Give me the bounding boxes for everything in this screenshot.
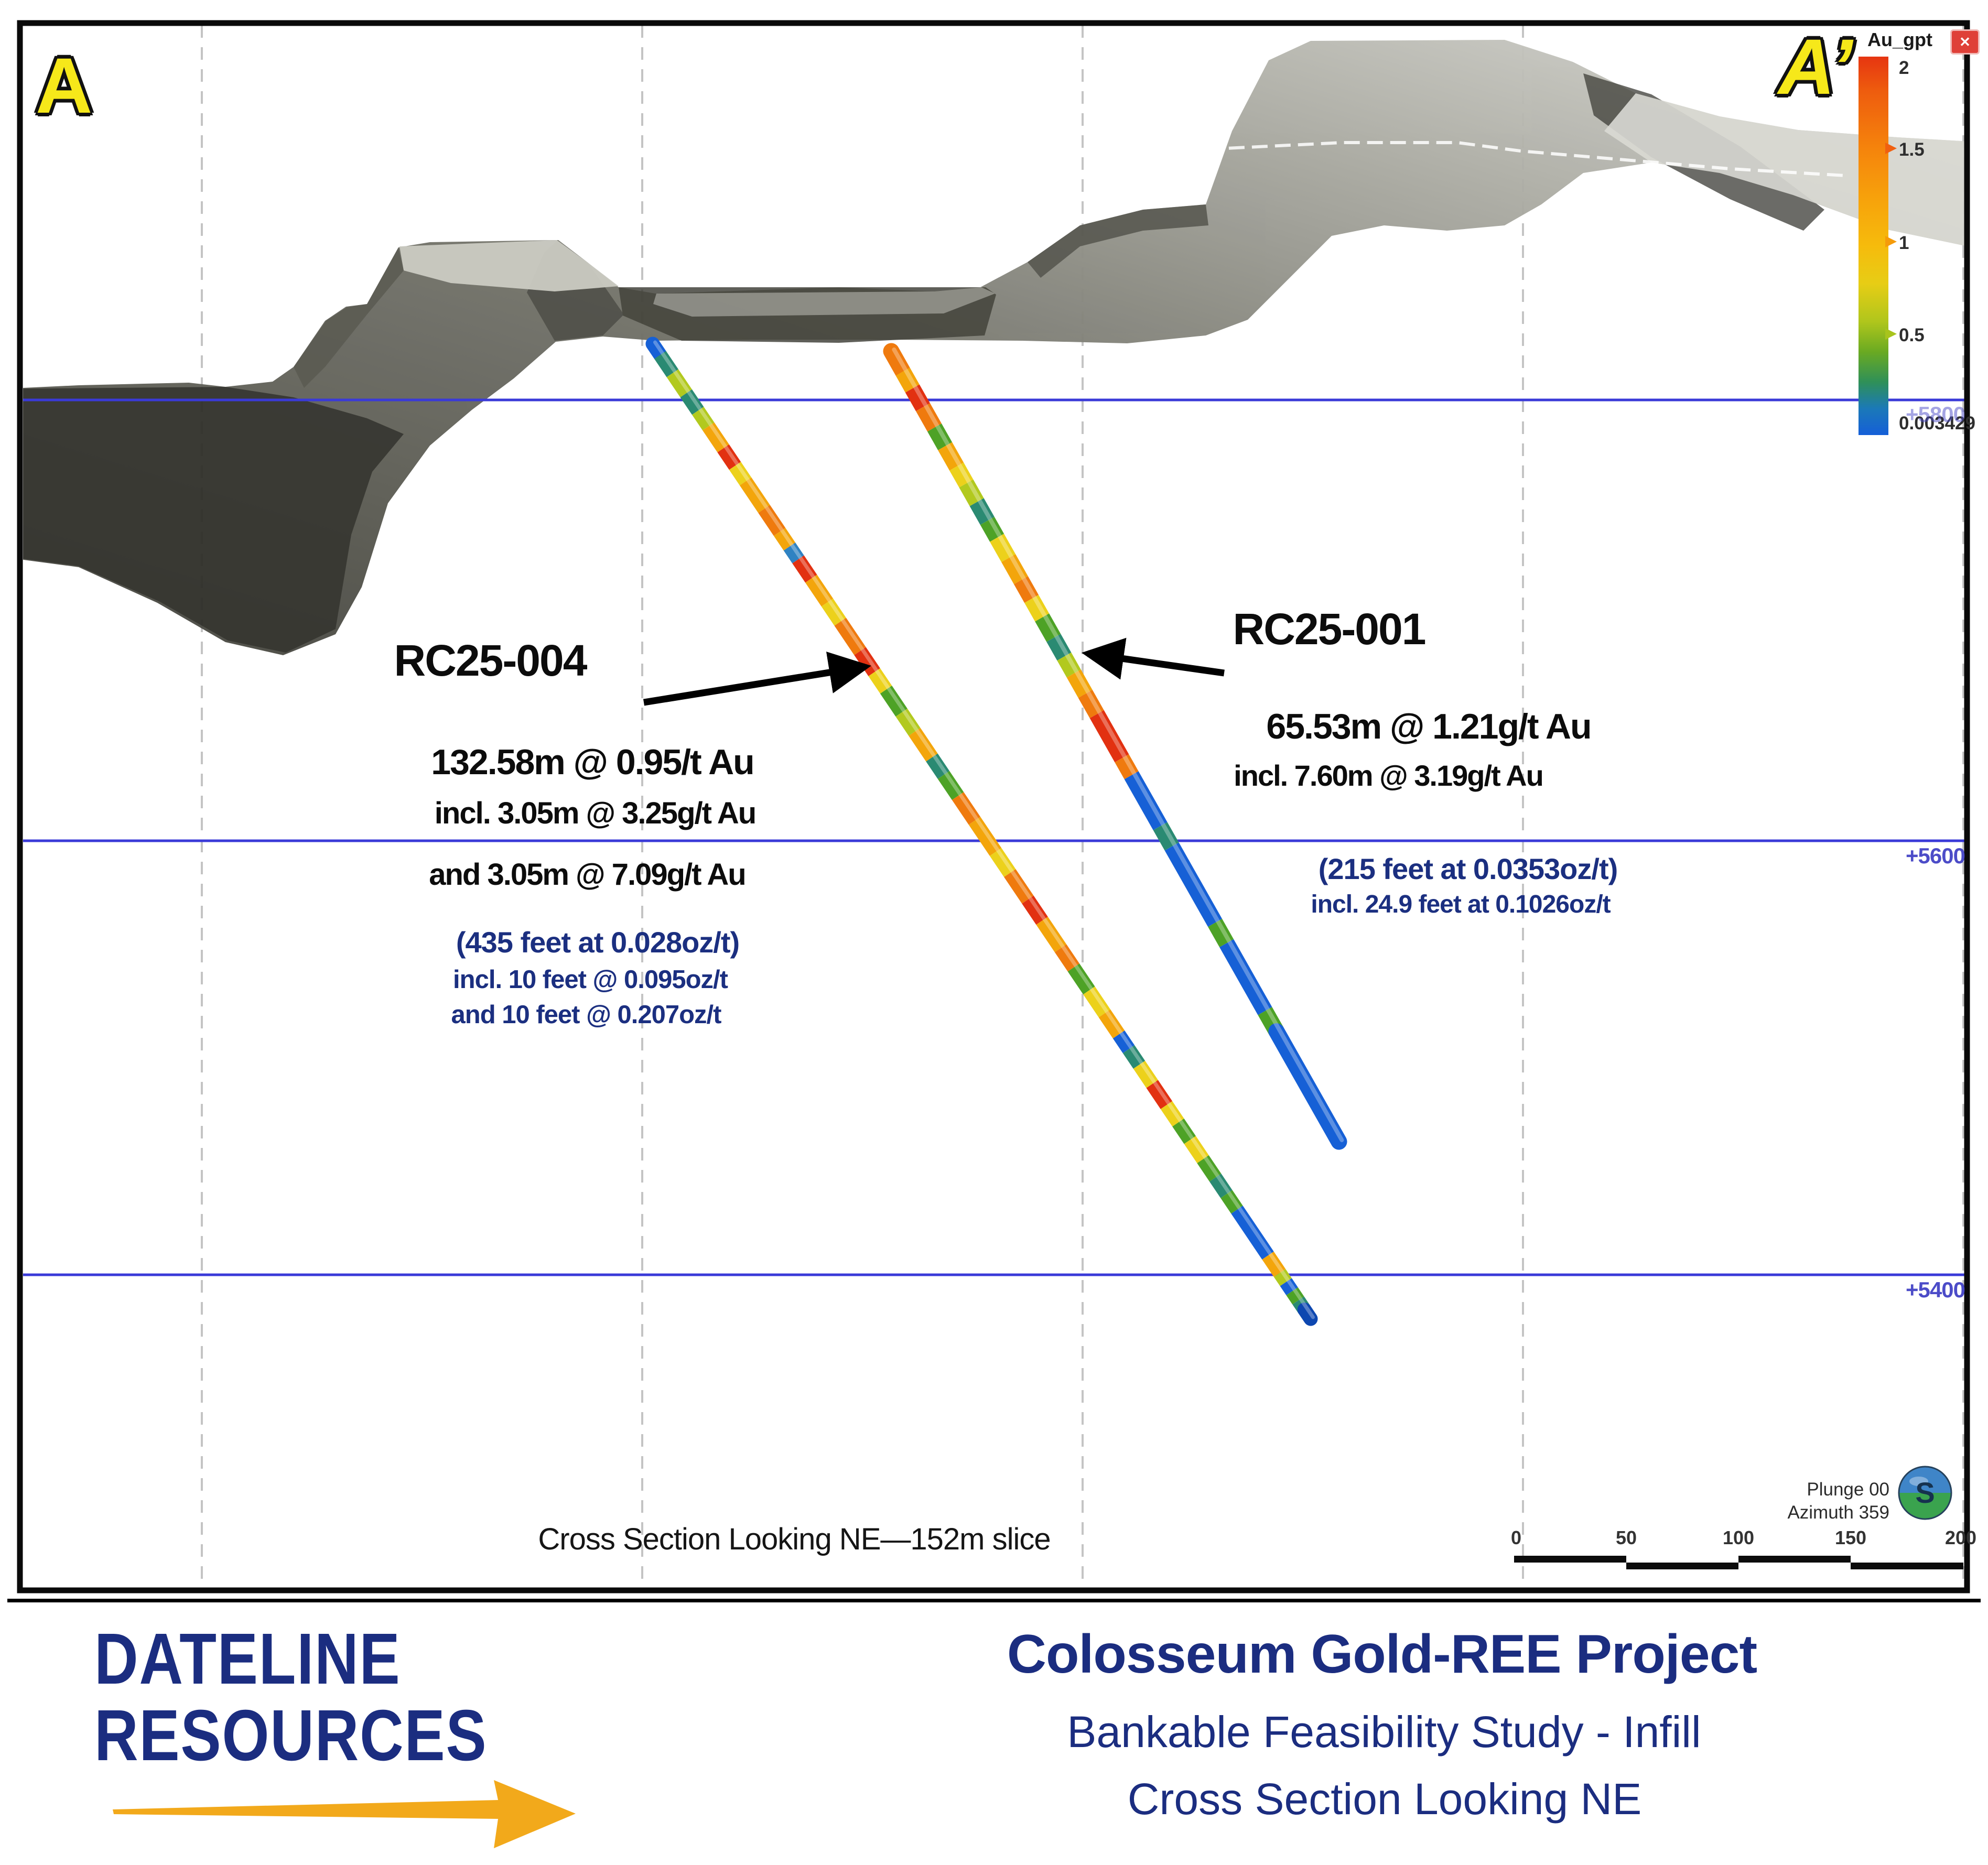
legend-tick-0-5: 0.5 <box>1899 325 1925 345</box>
map-frame <box>17 20 1970 1593</box>
rc25-001-assay-line2: incl. 7.60m @ 3.19g/t Au <box>1234 759 1544 792</box>
legend-tick-marker-1 <box>1885 236 1897 247</box>
logo-resources: RESOURCES <box>94 1695 488 1776</box>
azimuth-readout: Azimuth 359 <box>1787 1502 1889 1523</box>
drillhole-rc25-001-trace[interactable] <box>883 343 1347 1150</box>
scalebar-tick-0: 0 <box>1510 1527 1522 1548</box>
rc25-001-imperial-line1: (215 feet at 0.0353oz/t) <box>1318 852 1618 885</box>
legend-tick-min: 0.003429 <box>1899 413 1975 433</box>
logo-arrow-icon <box>113 1780 576 1848</box>
hole-id-rc25-001: RC25-001 <box>1233 604 1427 654</box>
terrain-bench-top-mid <box>399 240 619 291</box>
elevation-label-5400: +5400 <box>1906 1277 1965 1302</box>
hole-id-rc25-004: RC25-004 <box>394 636 588 685</box>
legend-tick-1: 1 <box>1899 233 1909 253</box>
legend-tick-2: 2 <box>1899 58 1909 78</box>
arrow-to-rc25-001 <box>1082 637 1225 680</box>
rc25-001-imperial-line2: incl. 24.9 feet at 0.1026oz/t <box>1311 891 1611 918</box>
terrain-bench-top-collar <box>653 287 995 317</box>
legend-tick-marker-1-5 <box>1885 143 1897 154</box>
rc25-004-assay-line2: incl. 3.05m @ 3.25g/t Au <box>434 796 757 830</box>
rc25-004-assay-line1: 132.58m @ 0.95/t Au <box>431 742 754 782</box>
plunge-readout: Plunge 00 <box>1807 1479 1889 1500</box>
terrain-riser-left <box>294 247 404 388</box>
rc25-004-imperial-line3: and 10 feet @ 0.207oz/t <box>451 1001 722 1029</box>
legend-tick-1-5: 1.5 <box>1899 139 1925 160</box>
compass-ball-icon[interactable] <box>1898 1466 1952 1520</box>
grid-lines <box>201 25 1964 1588</box>
banner-subtitle-1: Bankable Feasibility Study - Infill <box>1067 1707 1701 1756</box>
elevation-label-5600: +5600 <box>1906 843 1965 868</box>
terrain-riser-right <box>1028 204 1208 278</box>
compass-letter: S <box>1915 1476 1935 1509</box>
banner-title: Colosseum Gold-REE Project <box>1007 1624 1757 1685</box>
close-icon[interactable]: ✕ <box>1950 29 1980 55</box>
legend-tick-marker-0-5 <box>1885 328 1897 340</box>
rc25-004-imperial-line2: incl. 10 feet @ 0.095oz/t <box>453 966 728 994</box>
section-label-a: A <box>36 41 93 129</box>
annotation-arrows <box>643 637 1225 706</box>
drillhole-rc25-004-trace[interactable] <box>645 337 1318 1326</box>
section-label-a-prime: A’ <box>1778 23 1853 111</box>
rc25-004-imperial-line1: (435 feet at 0.028oz/t) <box>456 926 740 959</box>
rc25-004-assay-line3: and 3.05m @ 7.09g/t Au <box>429 858 746 892</box>
banner-subtitle-2: Cross Section Looking NE <box>1127 1774 1642 1824</box>
elevation-label-5800: +5800 <box>1906 402 1965 427</box>
arrow-to-rc25-004 <box>643 652 871 706</box>
legend-title: Au_gpt <box>1867 29 1932 50</box>
scalebar-tick-200: 200 <box>1944 1527 1977 1548</box>
close-glyph: ✕ <box>1959 34 1971 50</box>
legend-colorbar <box>1859 57 1888 435</box>
scalebar-tick-150: 150 <box>1834 1527 1867 1548</box>
terrain-ridge-highlight <box>1205 141 1846 177</box>
scalebar-tick-100: 100 <box>1722 1527 1755 1548</box>
terrain-dark-lower-left <box>23 387 404 653</box>
scale-bar <box>1514 1556 1963 1569</box>
banner-divider-line <box>7 1599 1981 1602</box>
rc25-001-assay-line1: 65.53m @ 1.21g/t Au <box>1266 707 1592 746</box>
terrain-surface <box>23 40 1965 655</box>
scalebar-tick-50: 50 <box>1615 1527 1637 1548</box>
section-caption: Cross Section Looking NE—152m slice <box>538 1522 1051 1556</box>
logo-dateline: DATELINE <box>94 1619 401 1699</box>
